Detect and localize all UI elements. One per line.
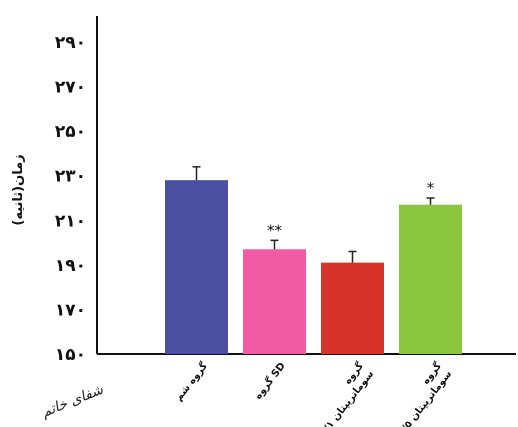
bar (165, 180, 228, 354)
y-tick-label: ۲۷۰ (55, 78, 86, 98)
y-tick-label: ۲۱۰ (55, 211, 86, 231)
y-tick-label: ۱۵۰ (55, 345, 86, 365)
category-label-line: گروه شم (172, 359, 210, 403)
bar (399, 204, 462, 354)
y-tick-label: ۲۹۰ (55, 33, 86, 53)
bar (321, 262, 384, 354)
category-label-line: گروه SD (251, 360, 288, 402)
logo: شفای خاتم (40, 382, 106, 421)
bars: *** (165, 166, 462, 354)
y-tick-label: ۲۳۰ (55, 167, 86, 187)
y-tick-label: ۱۹۰ (55, 256, 86, 276)
bar (243, 249, 306, 354)
significance-marker: ** (267, 221, 283, 239)
y-tick-label: ۱۷۰ (55, 300, 86, 320)
significance-marker: * (427, 179, 435, 197)
category-label: گروه SD (251, 360, 288, 402)
y-axis-label: زمان(ثانیه) (11, 154, 26, 225)
category-label: گروه شم (172, 359, 210, 403)
y-tick-labels: ۱۵۰ ۱۷۰ ۱۹۰ ۲۱۰ ۲۳۰ ۲۵۰ ۲۷۰ ۲۹۰ (55, 33, 86, 365)
y-tick-label: ۲۵۰ (55, 122, 86, 142)
